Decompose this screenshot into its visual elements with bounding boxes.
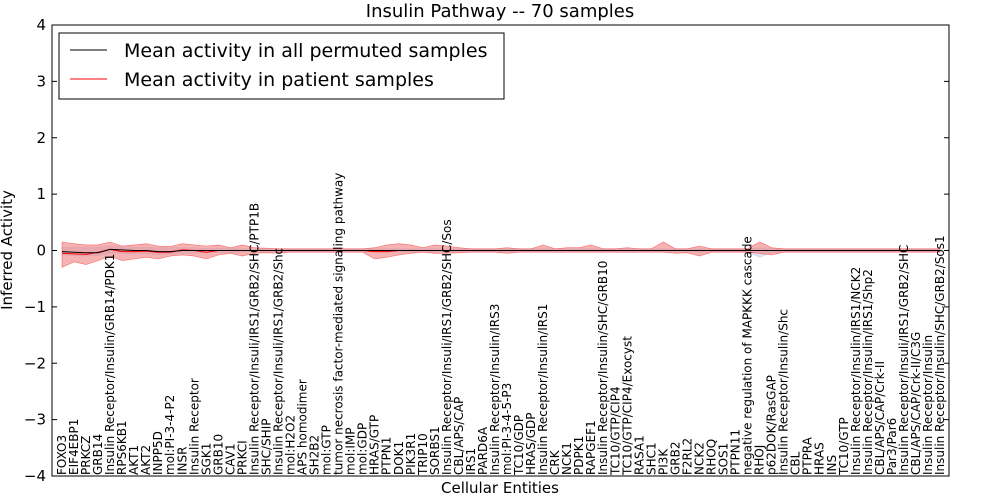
- x-tick-label: TC10/GTP: [837, 417, 851, 476]
- x-tick-label: SOS1: [717, 443, 731, 475]
- y-tick-label: 4: [36, 16, 46, 34]
- x-tick-label: Insulin Receptor/Insuli/IRS1/GRB2/SHC: [897, 245, 911, 475]
- legend-label-permuted: Mean activity in all permuted samples: [124, 40, 487, 62]
- legend: Mean activity in all permuted samples Me…: [58, 32, 505, 100]
- y-tick-label: −4: [24, 467, 46, 485]
- x-tick-label: CBL/APS/CAP: [452, 397, 466, 475]
- y-axis-label: Inferred Activity: [0, 190, 16, 310]
- plot-frame: [51, 24, 950, 477]
- y-tick-label: −2: [24, 354, 46, 372]
- x-tick-label: tumor necrosis factor-mediated signaling…: [332, 173, 346, 475]
- x-tick-label: GRB14: [91, 434, 105, 475]
- x-axis-label: Cellular Entities: [441, 479, 559, 497]
- y-axis-ticks: 4 3 2 1 0 −1 −2 −3 −4: [24, 16, 949, 485]
- x-tick-label: TC10/GTP/CIP4: [608, 386, 622, 476]
- x-tick-label: p62DOK/RasGAP: [765, 375, 779, 475]
- x-tick-label: CAV1: [223, 443, 237, 475]
- x-tick-label: Par3/Par6: [885, 418, 899, 475]
- x-tick-label: PDPK1: [572, 436, 586, 475]
- x-tick-label: GRB2: [668, 441, 682, 475]
- x-tick-label: mol:PI-3-4-P2: [163, 395, 177, 475]
- x-tick-label: SHC/SHIP: [260, 419, 274, 475]
- x-tick-label: INPP5D: [151, 431, 165, 475]
- x-tick-label: Insulin Receptor/Insulin/IRS1: [536, 304, 550, 475]
- series-line-permuted: [61, 248, 940, 254]
- x-tick-label: PIK3R1: [404, 433, 418, 475]
- patient-band: [61, 241, 941, 268]
- x-tick-label: F2RL2: [680, 438, 694, 475]
- x-tick-label: CBL/APS/CAP/Crk-II: [873, 361, 887, 475]
- x-tick-label: INS: [825, 455, 839, 475]
- x-tick-label: TRIP10: [416, 433, 430, 476]
- y-tick-label: 0: [36, 242, 46, 260]
- x-tick-label: AKT1: [127, 445, 141, 475]
- x-tick-label: Insulin Receptor/Insulin/IRS3: [488, 304, 502, 475]
- x-tick-label: Insulin Receptor/Insulin/IRS1/NCK2: [849, 267, 863, 475]
- x-tick-label: PTPN1: [380, 437, 394, 475]
- x-tick-label: Insulin Receptor/Insulin: [921, 335, 935, 475]
- y-tick-label: −3: [24, 411, 46, 429]
- x-tick-label: Insulin Receptor/Insulin/GRB14/PDK1: [103, 254, 117, 475]
- x-tick-label: CBL: [789, 451, 803, 475]
- series-lines: [61, 248, 940, 255]
- x-tick-label: mol:GTP: [320, 425, 334, 475]
- legend-label-patient: Mean activity in patient samples: [124, 69, 434, 91]
- x-tick-label: PRKCZ: [79, 436, 93, 475]
- y-tick-label: 1: [36, 185, 46, 203]
- x-tick-label: mol:GDP: [356, 423, 370, 475]
- x-tick-label: HRAS/GDP: [524, 412, 538, 475]
- x-tick-label: Insulin Receptor/Insulin/SHC/GRB10: [596, 261, 610, 475]
- x-tick-label: SGK1: [199, 443, 213, 475]
- x-tick-label: Insulin Receptor/Insulin/Shc: [777, 309, 791, 475]
- y-tick-label: 3: [36, 72, 46, 90]
- x-tick-label: mol:PI-3-4-5-P3: [500, 383, 514, 475]
- x-tick-label: TC10/GTP/CIP4/Exocyst: [620, 336, 634, 476]
- x-tick-label: AKT2: [139, 445, 153, 475]
- x-tick-label: INSR: [175, 447, 189, 475]
- chart-title: Insulin Pathway -- 70 samples: [366, 1, 634, 22]
- x-tick-label: APS homodimer: [296, 379, 310, 475]
- legend-box: [58, 32, 505, 100]
- x-tick-label: Insulin Receptor/Insulin/IRS1/Shp2: [861, 269, 875, 475]
- series-bands: [61, 241, 941, 268]
- x-tick-label: negative regulation of MAPKKK cascade: [741, 236, 755, 475]
- x-tick-label: PARD6A: [476, 426, 490, 475]
- x-tick-label: RHOJ: [753, 445, 767, 475]
- y-tick-label: −1: [24, 298, 46, 316]
- x-tick-label: HRAS: [813, 442, 827, 475]
- x-tick-label: SH2B2: [308, 435, 322, 475]
- x-tick-label: SORBS1: [428, 426, 442, 475]
- x-tick-label: RASA1: [632, 435, 646, 475]
- x-tick-label: mol:H2O2: [284, 415, 298, 475]
- x-tick-label: CRK: [548, 449, 562, 475]
- x-tick-label: NCK2: [693, 442, 707, 475]
- x-tick-label: HRAS/GTP: [368, 415, 382, 475]
- x-tick-label: TC10/GDP: [512, 415, 526, 476]
- x-tick-label: RHOQ: [705, 439, 719, 475]
- x-tick-label: RPS6KB1: [115, 420, 129, 475]
- x-tick-label: mol:IMP: [344, 427, 358, 475]
- x-tick-label: PRKCI: [235, 440, 249, 475]
- x-tick-label: SHC1: [644, 442, 658, 475]
- x-tick-label: Insulin Receptor/Insuli/IRS1/GRB2/SHC/So…: [440, 219, 454, 475]
- x-tick-label: IRS1: [464, 448, 478, 475]
- x-tick-label: GRB10: [211, 434, 225, 475]
- x-tick-label: Insulin Receptor: [187, 378, 201, 475]
- y-tick-label: 2: [36, 129, 46, 147]
- x-tick-label: Insulin Receptor/Insulin/SHC/GRB2/Sos1: [933, 235, 947, 475]
- x-tick-label: PI3K: [656, 448, 670, 475]
- x-tick-label: RAPGEF1: [584, 420, 598, 475]
- x-tick-label: PTPRA: [801, 436, 815, 475]
- x-tick-label: Insulin Receptor/Insuli/IRS1/GRB2/Shc: [272, 248, 286, 475]
- x-tick-label: DOK1: [392, 441, 406, 475]
- x-tick-label: NCK1: [560, 442, 574, 475]
- x-tick-label: EIF4EBP1: [67, 419, 81, 475]
- x-tick-label: PTPN11: [729, 429, 743, 475]
- x-tick-label: FOXO3: [55, 435, 69, 475]
- x-tick-label: CBL/APS/CAP/Crk-II/C3G: [909, 332, 923, 475]
- x-tick-label: Insulin Receptor/Insuli/IRS1/GRB2/SHC/PT…: [247, 203, 261, 475]
